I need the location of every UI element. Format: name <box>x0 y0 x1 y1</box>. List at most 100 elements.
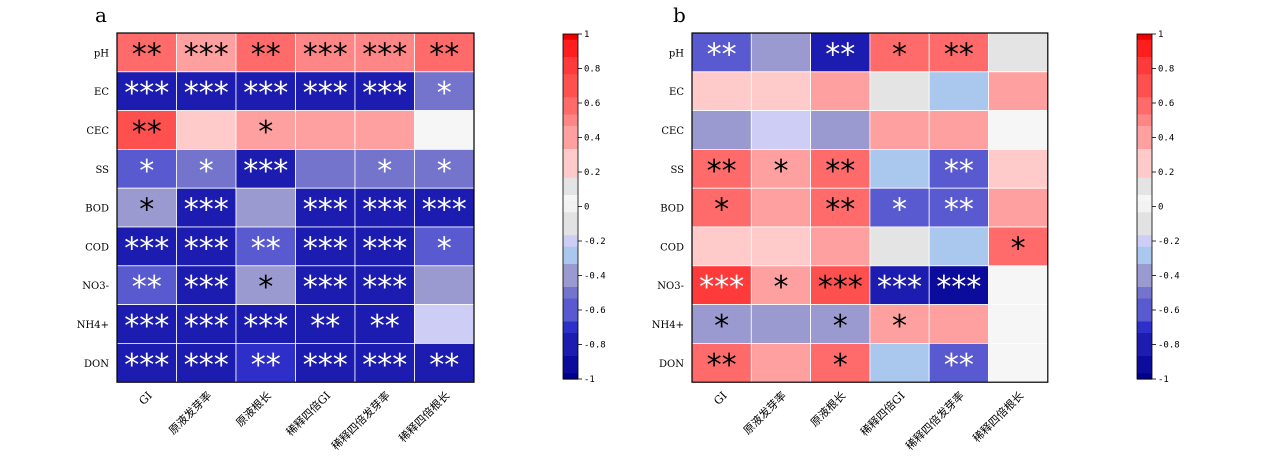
colorbar-band <box>563 91 578 98</box>
colorbar-band <box>1137 120 1152 127</box>
heatmap-cell <box>295 226 356 267</box>
significance-mark: ** <box>132 270 162 305</box>
colorbar-band <box>1137 264 1152 271</box>
heatmap-cell <box>176 304 237 344</box>
heatmap-cell <box>295 304 356 344</box>
significance-mark: ** <box>944 154 974 189</box>
heatmap-cell <box>116 32 177 73</box>
colorbar-band <box>563 315 578 323</box>
colorbar-band <box>1137 350 1152 357</box>
heatmap-cell <box>235 148 296 189</box>
heatmap-cell <box>750 32 811 73</box>
colorbar-tick-label: 1 <box>584 30 589 40</box>
panel-label: a <box>95 3 107 27</box>
significance-mark: * <box>833 309 848 344</box>
column-label: 原液发芽率 <box>166 388 215 437</box>
heatmap-cell <box>176 110 237 150</box>
significance-mark: *** <box>303 270 348 305</box>
significance-mark: *** <box>877 270 922 305</box>
significance-mark: *** <box>184 193 229 228</box>
colorbar-band <box>563 327 578 334</box>
significance-mark: *** <box>124 231 169 266</box>
colorbar-band <box>563 241 578 248</box>
colorbar-tick-label: 1 <box>1158 30 1163 40</box>
heatmap-cell <box>414 148 475 189</box>
significance-mark: *** <box>362 270 407 305</box>
colorbar-band <box>1137 258 1152 265</box>
significance-mark: *** <box>362 348 407 383</box>
colorbar-band <box>563 114 578 121</box>
colorbar-band <box>1137 229 1152 236</box>
heatmap-cell <box>691 226 752 267</box>
colorbar-band <box>563 74 578 81</box>
heatmap-cell <box>869 187 930 228</box>
colorbar-tick-label: 0.4 <box>1158 134 1174 144</box>
colorbar-tick-label: -1 <box>584 375 595 385</box>
colorbar-band <box>1137 235 1152 242</box>
row-label: NO3- <box>82 281 109 292</box>
colorbar-band <box>1137 246 1152 254</box>
colorbar-band <box>563 246 578 254</box>
significance-mark: * <box>714 309 729 344</box>
significance-mark: ** <box>251 37 281 72</box>
colorbar-band <box>563 103 578 110</box>
colorbar-band <box>563 281 578 288</box>
significance-mark: *** <box>124 309 169 344</box>
heatmap-cell <box>354 226 415 267</box>
colorbar-band <box>1137 74 1152 81</box>
colorbar-band <box>1137 206 1152 213</box>
colorbar-band <box>563 235 578 242</box>
significance-mark: ** <box>370 309 400 344</box>
colorbar-band <box>563 229 578 236</box>
colorbar-tick-label: 0.8 <box>1158 65 1174 75</box>
heatmap-cell <box>988 32 1049 73</box>
significance-mark: * <box>714 193 729 228</box>
heatmap-cell <box>176 187 237 228</box>
colorbar-band <box>563 195 578 202</box>
colorbar-band <box>563 34 578 41</box>
row-label: pH <box>669 48 684 59</box>
significance-mark: * <box>258 270 273 305</box>
colorbar-band <box>1137 45 1152 52</box>
significance-mark: ** <box>132 115 162 150</box>
heatmap-cell <box>414 342 475 383</box>
colorbar-band <box>1137 137 1152 144</box>
colorbar-band <box>563 62 578 70</box>
colorbar-band <box>563 45 578 52</box>
significance-mark: *** <box>818 270 863 305</box>
heatmap-cell <box>295 148 356 189</box>
colorbar-band <box>563 126 578 133</box>
heatmap-cell <box>869 148 930 189</box>
colorbar-band <box>1137 131 1152 139</box>
colorbar-band <box>1137 114 1152 121</box>
row-label: NH4+ <box>652 320 684 331</box>
colorbar-band <box>1137 68 1152 75</box>
column-label: GI <box>711 389 729 407</box>
row-label: CEC <box>661 126 684 137</box>
colorbar-band <box>563 183 578 190</box>
significance-mark: *** <box>184 231 229 266</box>
colorbar-band <box>563 356 578 363</box>
heatmap-cell <box>691 304 752 344</box>
colorbar-band <box>563 212 578 219</box>
colorbar: 1 0.8 0.6 0.4 0.2 0 -0.2 -0.4 -0.6 -0.8 -1 <box>1136 30 1180 385</box>
colorbar-band <box>563 333 578 340</box>
colorbar-tick-label: 0.2 <box>584 168 600 178</box>
colorbar-band <box>1137 275 1152 282</box>
colorbar: 1 0.8 0.6 0.4 0.2 0 -0.2 -0.4 -0.6 -0.8 -1 <box>562 30 606 385</box>
colorbar-band <box>563 189 578 196</box>
column-label: 稀释四倍GI <box>283 388 333 438</box>
column-label: 原液根长 <box>807 388 848 429</box>
significance-mark: *** <box>362 37 407 72</box>
heatmap-cell <box>750 304 811 344</box>
colorbar-band <box>1137 108 1152 116</box>
colorbar-band <box>1137 338 1152 346</box>
colorbar-band <box>563 51 578 58</box>
colorbar-band <box>1137 154 1152 162</box>
heatmap-cell <box>988 304 1049 344</box>
colorbar-band <box>1137 51 1152 58</box>
heatmap-cell <box>750 342 811 383</box>
significance-mark: *** <box>124 76 169 111</box>
heatmap-cell <box>988 265 1049 305</box>
significance-mark: ** <box>429 348 459 383</box>
